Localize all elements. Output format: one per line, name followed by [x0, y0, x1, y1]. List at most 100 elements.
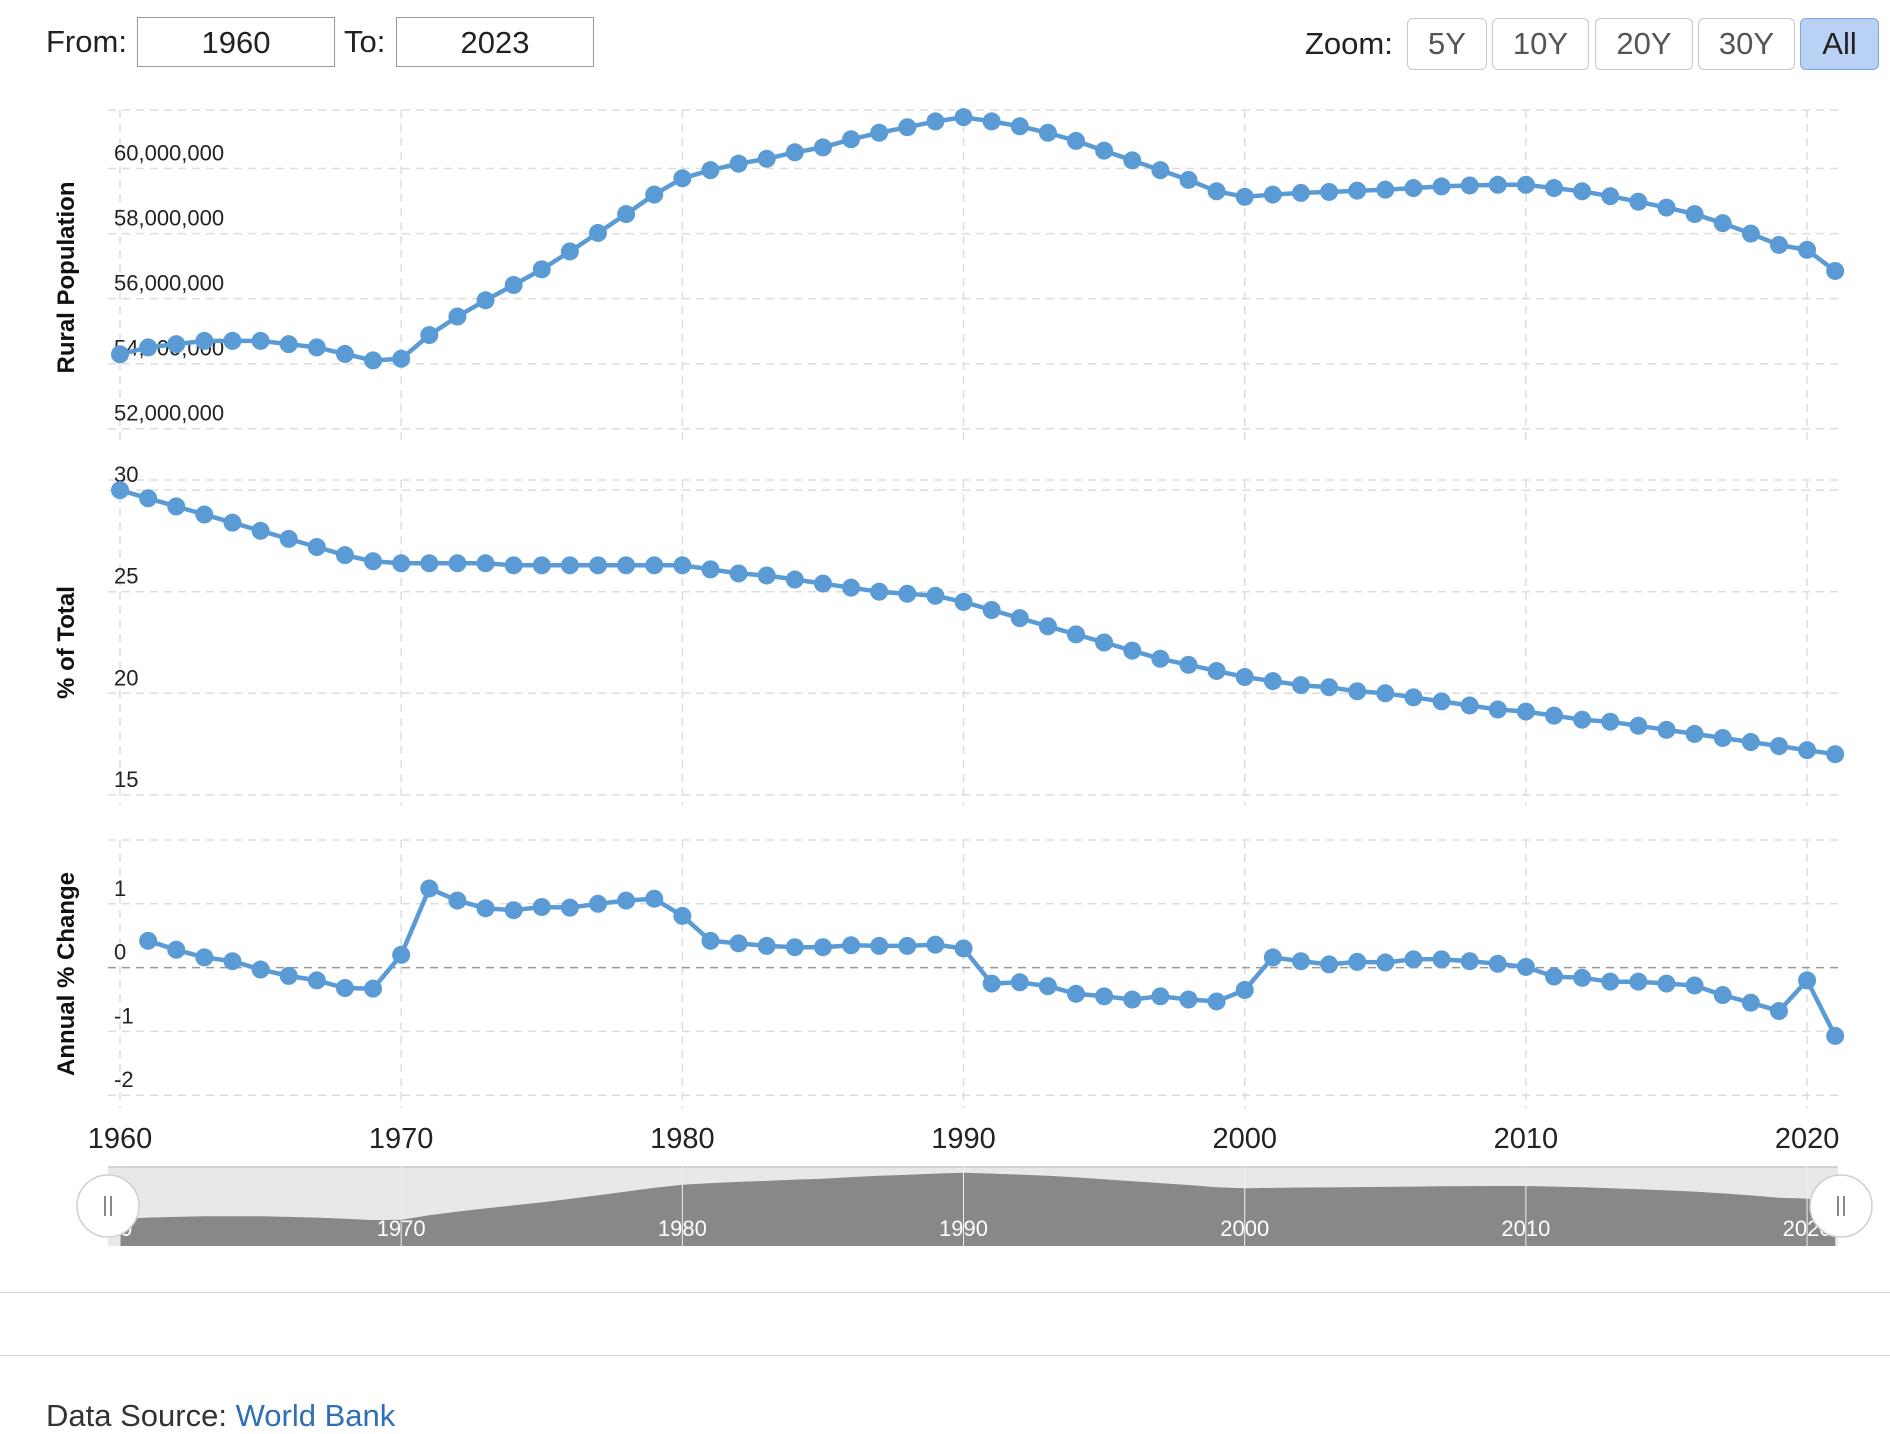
- data-point: [1769, 235, 1788, 254]
- data-point: [1601, 712, 1620, 731]
- data-point: [1291, 952, 1310, 971]
- data-point: [307, 338, 326, 357]
- data-point: [195, 505, 214, 524]
- data-point: [1769, 737, 1788, 756]
- navigator-tick-label: 1980: [658, 1216, 707, 1241]
- data-point: [448, 891, 467, 910]
- data-point: [617, 556, 636, 575]
- data-point: [1235, 668, 1254, 687]
- x-tick-label: 2010: [1494, 1123, 1559, 1155]
- data-point: [1151, 987, 1170, 1006]
- y-tick-label: 0: [114, 940, 126, 965]
- y-tick-label: 58,000,000: [114, 206, 224, 231]
- data-point: [251, 521, 270, 540]
- world-bank-link[interactable]: World Bank: [235, 1398, 396, 1433]
- data-point: [251, 331, 270, 350]
- data-point: [673, 556, 692, 575]
- data-point: [954, 108, 973, 127]
- data-point: [1348, 682, 1367, 701]
- data-source: Data Source: World Bank: [46, 1398, 395, 1434]
- data-point: [1657, 974, 1676, 993]
- data-point: [729, 934, 748, 953]
- data-point: [420, 554, 439, 573]
- data-point: [1573, 968, 1592, 987]
- data-point: [954, 939, 973, 958]
- rural-population-chart: 52,000,00054,000,00056,000,00058,000,000…: [53, 108, 1873, 1246]
- data-point: [898, 584, 917, 603]
- data-point: [1798, 240, 1817, 259]
- data-point: [476, 291, 495, 310]
- data-point: [813, 138, 832, 157]
- data-point: [1741, 224, 1760, 243]
- data-point: [1516, 175, 1535, 194]
- data-point: [364, 552, 383, 571]
- navigator-tick-label: 2000: [1220, 1216, 1269, 1241]
- data-point: [1601, 187, 1620, 206]
- data-point: [1629, 716, 1648, 735]
- data-point: [842, 130, 861, 149]
- data-point: [1123, 641, 1142, 660]
- data-point: [279, 966, 298, 985]
- handle-knob: [76, 1174, 140, 1238]
- data-point: [1713, 214, 1732, 233]
- from-year-input[interactable]: 1960: [137, 17, 335, 67]
- data-point: [673, 906, 692, 925]
- data-point: [729, 154, 748, 173]
- y-tick-label: 60,000,000: [114, 141, 224, 166]
- data-point: [392, 349, 411, 368]
- data-point: [1685, 205, 1704, 224]
- y-tick-label: 56,000,000: [114, 271, 224, 296]
- data-point: [504, 556, 523, 575]
- data-point: [1207, 992, 1226, 1011]
- data-point: [1545, 967, 1564, 986]
- data-point: [1432, 950, 1451, 969]
- zoom-5y-button[interactable]: 5Y: [1407, 18, 1487, 70]
- navigator-right-handle[interactable]: [1809, 1174, 1873, 1238]
- zoom-30y-button[interactable]: 30Y: [1698, 18, 1795, 70]
- divider-bottom: [0, 1355, 1890, 1356]
- zoom-label: Zoom:: [1305, 26, 1393, 61]
- data-point: [223, 952, 242, 971]
- data-point: [167, 940, 186, 959]
- zoom-all-button[interactable]: All: [1800, 18, 1879, 70]
- navigator-tick-label: 1970: [377, 1216, 426, 1241]
- data-point: [1348, 181, 1367, 200]
- data-point: [1235, 187, 1254, 206]
- to-year-input[interactable]: 2023: [396, 17, 594, 67]
- zoom-10y-button[interactable]: 10Y: [1492, 18, 1589, 70]
- data-point: [1713, 986, 1732, 1005]
- data-point: [1038, 123, 1057, 142]
- data-point: [1348, 952, 1367, 971]
- data-point: [111, 345, 129, 364]
- data-point: [1010, 973, 1029, 992]
- data-point: [1320, 182, 1339, 201]
- data-point: [1488, 954, 1507, 973]
- data-point: [1516, 957, 1535, 976]
- data-point: [139, 489, 158, 508]
- data-point: [1179, 655, 1198, 674]
- data-point: [364, 351, 383, 370]
- data-point: [1291, 183, 1310, 202]
- navigator-left-handle[interactable]: [76, 1174, 140, 1238]
- y-axis-title: Annual % Change: [53, 872, 80, 1076]
- data-point: [1095, 633, 1114, 652]
- data-point: [1826, 261, 1845, 280]
- data-point: [1404, 179, 1423, 198]
- data-point: [617, 891, 636, 910]
- data-point: [392, 945, 411, 964]
- data-point: [813, 574, 832, 593]
- data-point: [251, 960, 270, 979]
- y-tick-label: 52,000,000: [114, 401, 224, 426]
- annual-change-pane: -2 -1 0 1 Annual % Change: [53, 839, 1845, 1096]
- y-tick-label: -2: [114, 1067, 134, 1092]
- zoom-20y-button[interactable]: 20Y: [1595, 18, 1693, 70]
- data-point: [1741, 993, 1760, 1012]
- data-point: [476, 554, 495, 573]
- data-point: [982, 601, 1001, 619]
- data-point: [1263, 948, 1282, 967]
- data-point: [1207, 182, 1226, 201]
- data-point: [504, 901, 523, 920]
- x-tick-label: 1960: [88, 1123, 153, 1155]
- to-label: To:: [344, 24, 386, 59]
